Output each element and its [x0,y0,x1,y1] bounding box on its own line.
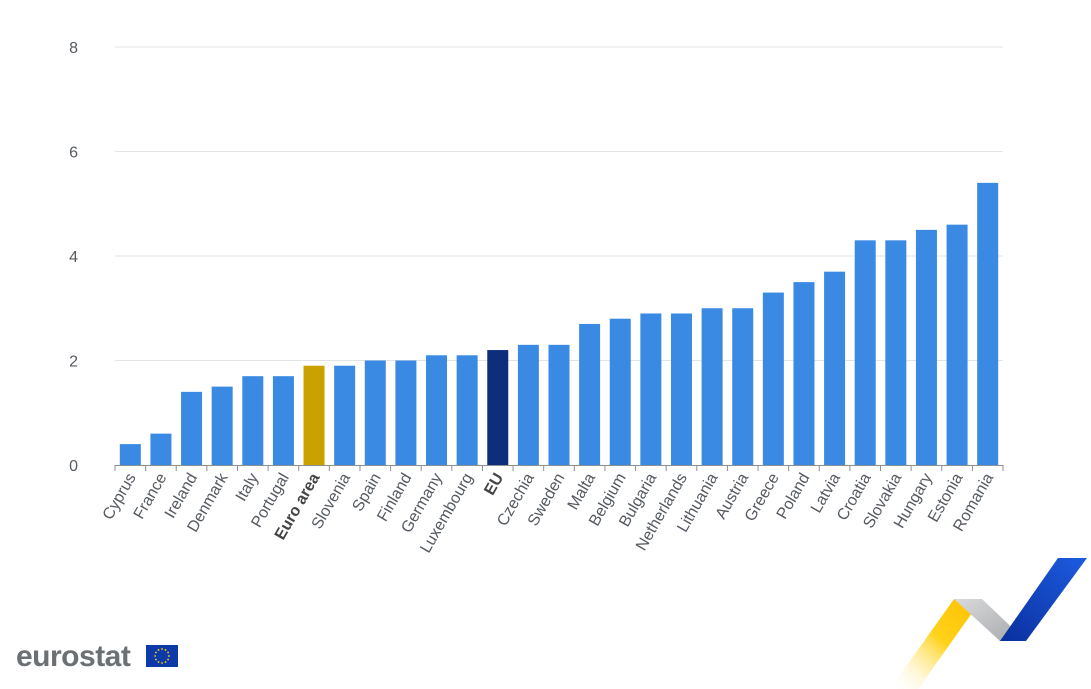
flag-star [155,658,157,661]
yellow-ribbon [890,599,982,689]
bar-estonia [946,224,968,465]
bar-france [150,433,172,465]
bar-croatia [854,240,876,465]
y-tick-label: 4 [69,249,78,266]
bar-ireland [181,391,203,465]
bar-czechia [517,344,539,465]
bar-romania [977,182,999,465]
flag-star [157,649,160,651]
bar-lithuania [701,308,723,465]
bar-spain [364,360,386,465]
flag-star [167,658,169,661]
flag-star [161,648,163,650]
bar-portugal [272,376,294,465]
bar-italy [242,376,264,465]
bar-denmark [211,386,233,465]
bar-luxembourg [456,355,478,465]
flag-star [164,649,167,651]
flag-star [167,651,169,654]
bar-belgium [609,318,631,465]
y-tick-label: 6 [69,145,78,162]
y-tick-label: 8 [69,40,78,57]
flag-star [161,662,163,664]
bar-eu [487,350,509,465]
flag-star [164,661,167,663]
bar-bulgaria [640,313,662,465]
bar-latvia [824,271,846,465]
bar-germany [426,355,448,465]
bar-slovakia [885,240,907,465]
y-tick-label: 2 [69,354,78,371]
eurostat-logo-text: eurostat [16,640,131,673]
bar-finland [395,360,417,465]
bar-euro-area [303,365,325,465]
decorative-ribbon-graphic [890,558,1087,689]
flag-star [157,661,160,663]
bars [119,182,999,465]
flag-star [154,655,156,657]
flag-star [168,655,170,657]
bar-austria [732,308,754,465]
y-tick-label: 0 [69,458,78,475]
bar-slovenia [334,365,356,465]
blue-ribbon [1000,558,1087,641]
flag-star [155,651,157,654]
x-axis [114,465,1004,471]
bar-malta [579,323,601,465]
x-category-label: Italy [233,471,262,505]
bar-cyprus [119,444,141,465]
bar-greece [762,292,784,465]
y-axis-tick-labels: 0 2 4 6 8 [69,40,78,475]
x-category-label: EU [481,471,507,499]
bar-netherlands [670,313,692,465]
eu-flag-icon [146,645,178,667]
bar-poland [793,282,815,465]
bar-hungary [915,229,937,465]
bar-sweden [548,344,570,465]
